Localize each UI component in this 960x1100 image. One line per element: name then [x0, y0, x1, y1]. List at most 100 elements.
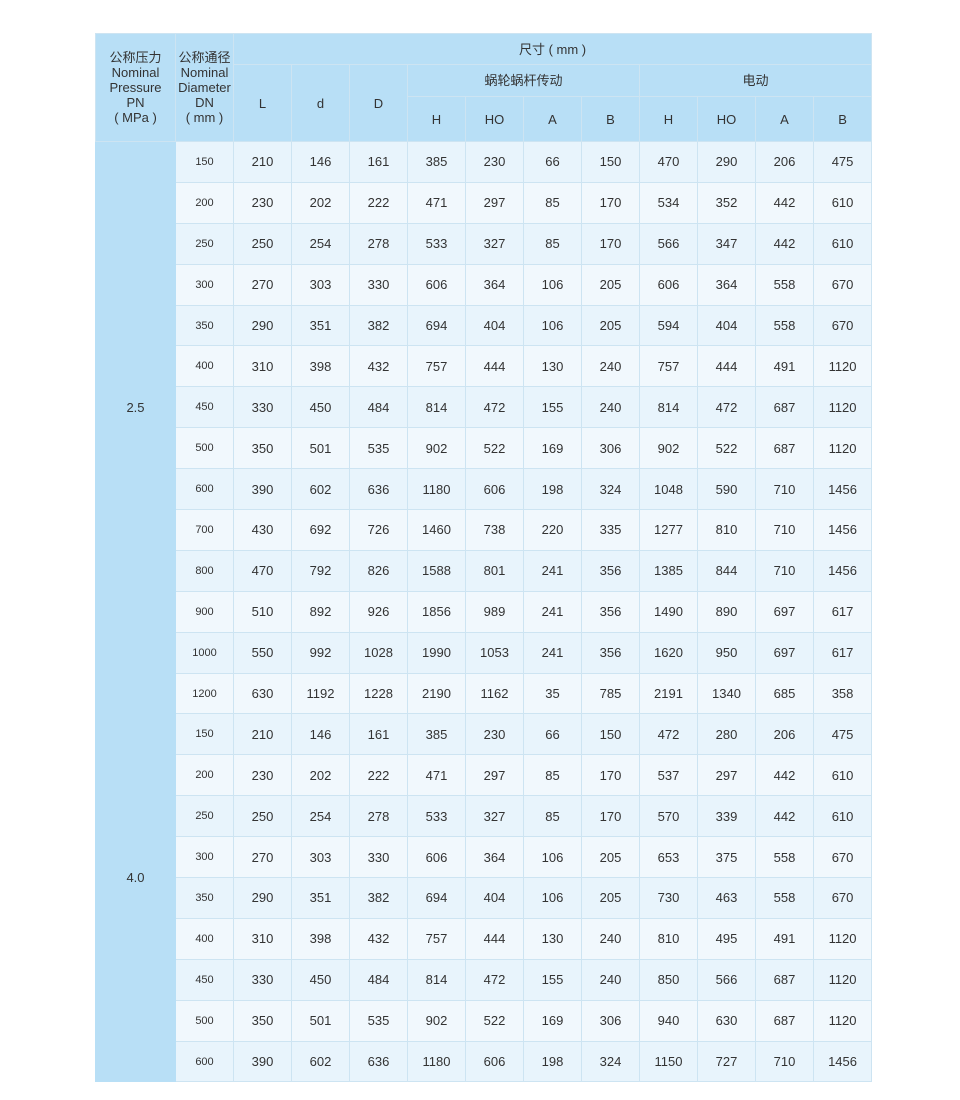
value-cell: 130 — [523, 345, 582, 388]
value-cell: 501 — [291, 999, 350, 1042]
value-cell: 570 — [639, 795, 698, 838]
value-cell: 356 — [581, 631, 640, 674]
value-cell: 472 — [639, 713, 698, 756]
header-elec-H: H — [639, 96, 698, 142]
value-cell: 382 — [349, 877, 408, 919]
value-cell: 222 — [349, 181, 408, 224]
value-cell: 358 — [812, 672, 873, 715]
value-cell: 390 — [233, 1040, 292, 1083]
value-cell: 602 — [291, 468, 350, 511]
value-cell: 210 — [233, 713, 292, 756]
value-cell: 471 — [407, 181, 466, 224]
diameter-cell: 450 — [175, 958, 234, 1001]
value-cell: 290 — [233, 877, 292, 919]
diameter-cell: 500 — [175, 999, 234, 1042]
value-cell: 558 — [755, 263, 814, 306]
value-cell: 710 — [755, 549, 814, 592]
value-cell: 254 — [291, 795, 350, 838]
diameter-cell: 200 — [175, 754, 234, 797]
value-cell: 169 — [523, 427, 582, 470]
value-cell: 66 — [523, 141, 582, 183]
diameter-cell: 600 — [175, 1040, 234, 1083]
value-cell: 950 — [697, 631, 756, 674]
value-cell: 205 — [581, 304, 640, 347]
value-cell: 169 — [523, 999, 582, 1042]
value-cell: 205 — [581, 877, 640, 919]
value-cell: 206 — [755, 713, 814, 756]
table-row: 400 310 398 432 757 444 130 240 757 444 491 1120 — [96, 345, 873, 388]
table-row: 450 330 450 484 814 472 155 240 814 472 687 1120 — [96, 386, 873, 429]
value-cell: 206 — [755, 141, 814, 183]
value-cell: 382 — [349, 304, 408, 347]
value-cell: 290 — [697, 141, 756, 183]
value-cell: 1120 — [812, 958, 873, 1001]
value-cell: 390 — [233, 468, 292, 511]
value-cell: 463 — [697, 877, 756, 919]
value-cell: 1053 — [465, 631, 524, 674]
value-cell: 290 — [233, 304, 292, 347]
value-cell: 902 — [407, 427, 466, 470]
value-cell: 306 — [581, 999, 640, 1042]
value-cell: 491 — [755, 917, 814, 960]
value-cell: 610 — [812, 222, 873, 265]
value-cell: 364 — [465, 836, 524, 879]
value-cell: 670 — [812, 836, 873, 879]
value-cell: 606 — [465, 468, 524, 511]
value-cell: 1150 — [639, 1040, 698, 1083]
value-cell: 801 — [465, 549, 524, 592]
value-cell: 161 — [349, 141, 408, 183]
value-cell: 472 — [465, 386, 524, 429]
value-cell: 444 — [697, 345, 756, 388]
header-elec-A: A — [755, 96, 814, 142]
header-elec-B: B — [812, 96, 873, 142]
value-cell: 66 — [523, 713, 582, 756]
value-cell: 940 — [639, 999, 698, 1042]
value-cell: 636 — [349, 1040, 408, 1083]
header-nominal-diameter: 公称通径 Nominal Diameter DN ( mm ) — [175, 33, 234, 142]
value-cell: 630 — [697, 999, 756, 1042]
table-row: 1000 550 992 1028 1990 1053 241 356 1620 950 697 61… — [96, 631, 873, 674]
value-cell: 404 — [465, 877, 524, 919]
value-cell: 339 — [697, 795, 756, 838]
value-cell: 890 — [697, 590, 756, 633]
value-cell: 324 — [581, 468, 640, 511]
value-cell: 522 — [697, 427, 756, 470]
value-cell: 303 — [291, 263, 350, 306]
value-cell: 35 — [523, 672, 582, 715]
value-cell: 280 — [697, 713, 756, 756]
value-cell: 270 — [233, 263, 292, 306]
value-cell: 85 — [523, 181, 582, 224]
value-cell: 241 — [523, 590, 582, 633]
pn-unit: ( MPa ) — [114, 110, 157, 125]
value-cell: 170 — [581, 181, 640, 224]
table-row: 200 230 202 222 471 297 85 170 534 352 442 610 — [96, 181, 873, 224]
value-cell: 785 — [581, 672, 640, 715]
value-cell: 330 — [349, 263, 408, 306]
pressure-cell: 4.0 — [95, 672, 176, 1083]
value-cell: 106 — [523, 304, 582, 347]
diameter-cell: 1200 — [175, 672, 234, 715]
value-cell: 814 — [407, 386, 466, 429]
value-cell: 810 — [697, 509, 756, 551]
value-cell: 558 — [755, 877, 814, 919]
value-cell: 726 — [349, 509, 408, 551]
value-cell: 522 — [465, 427, 524, 470]
value-cell: 404 — [697, 304, 756, 347]
value-cell: 550 — [233, 631, 292, 674]
value-cell: 230 — [233, 181, 292, 224]
value-cell: 892 — [291, 590, 350, 633]
diameter-cell: 350 — [175, 877, 234, 919]
value-cell: 1456 — [812, 509, 873, 551]
value-cell: 205 — [581, 263, 640, 306]
value-cell: 558 — [755, 836, 814, 879]
value-cell: 1385 — [639, 549, 698, 592]
value-cell: 375 — [697, 836, 756, 879]
value-cell: 687 — [755, 999, 814, 1042]
pn-en2: Pressure — [109, 80, 162, 95]
value-cell: 810 — [639, 917, 698, 960]
value-cell: 606 — [465, 1040, 524, 1083]
value-cell: 1340 — [697, 672, 756, 715]
value-cell: 1490 — [639, 590, 698, 633]
value-cell: 220 — [523, 509, 582, 551]
value-cell: 710 — [755, 468, 814, 511]
